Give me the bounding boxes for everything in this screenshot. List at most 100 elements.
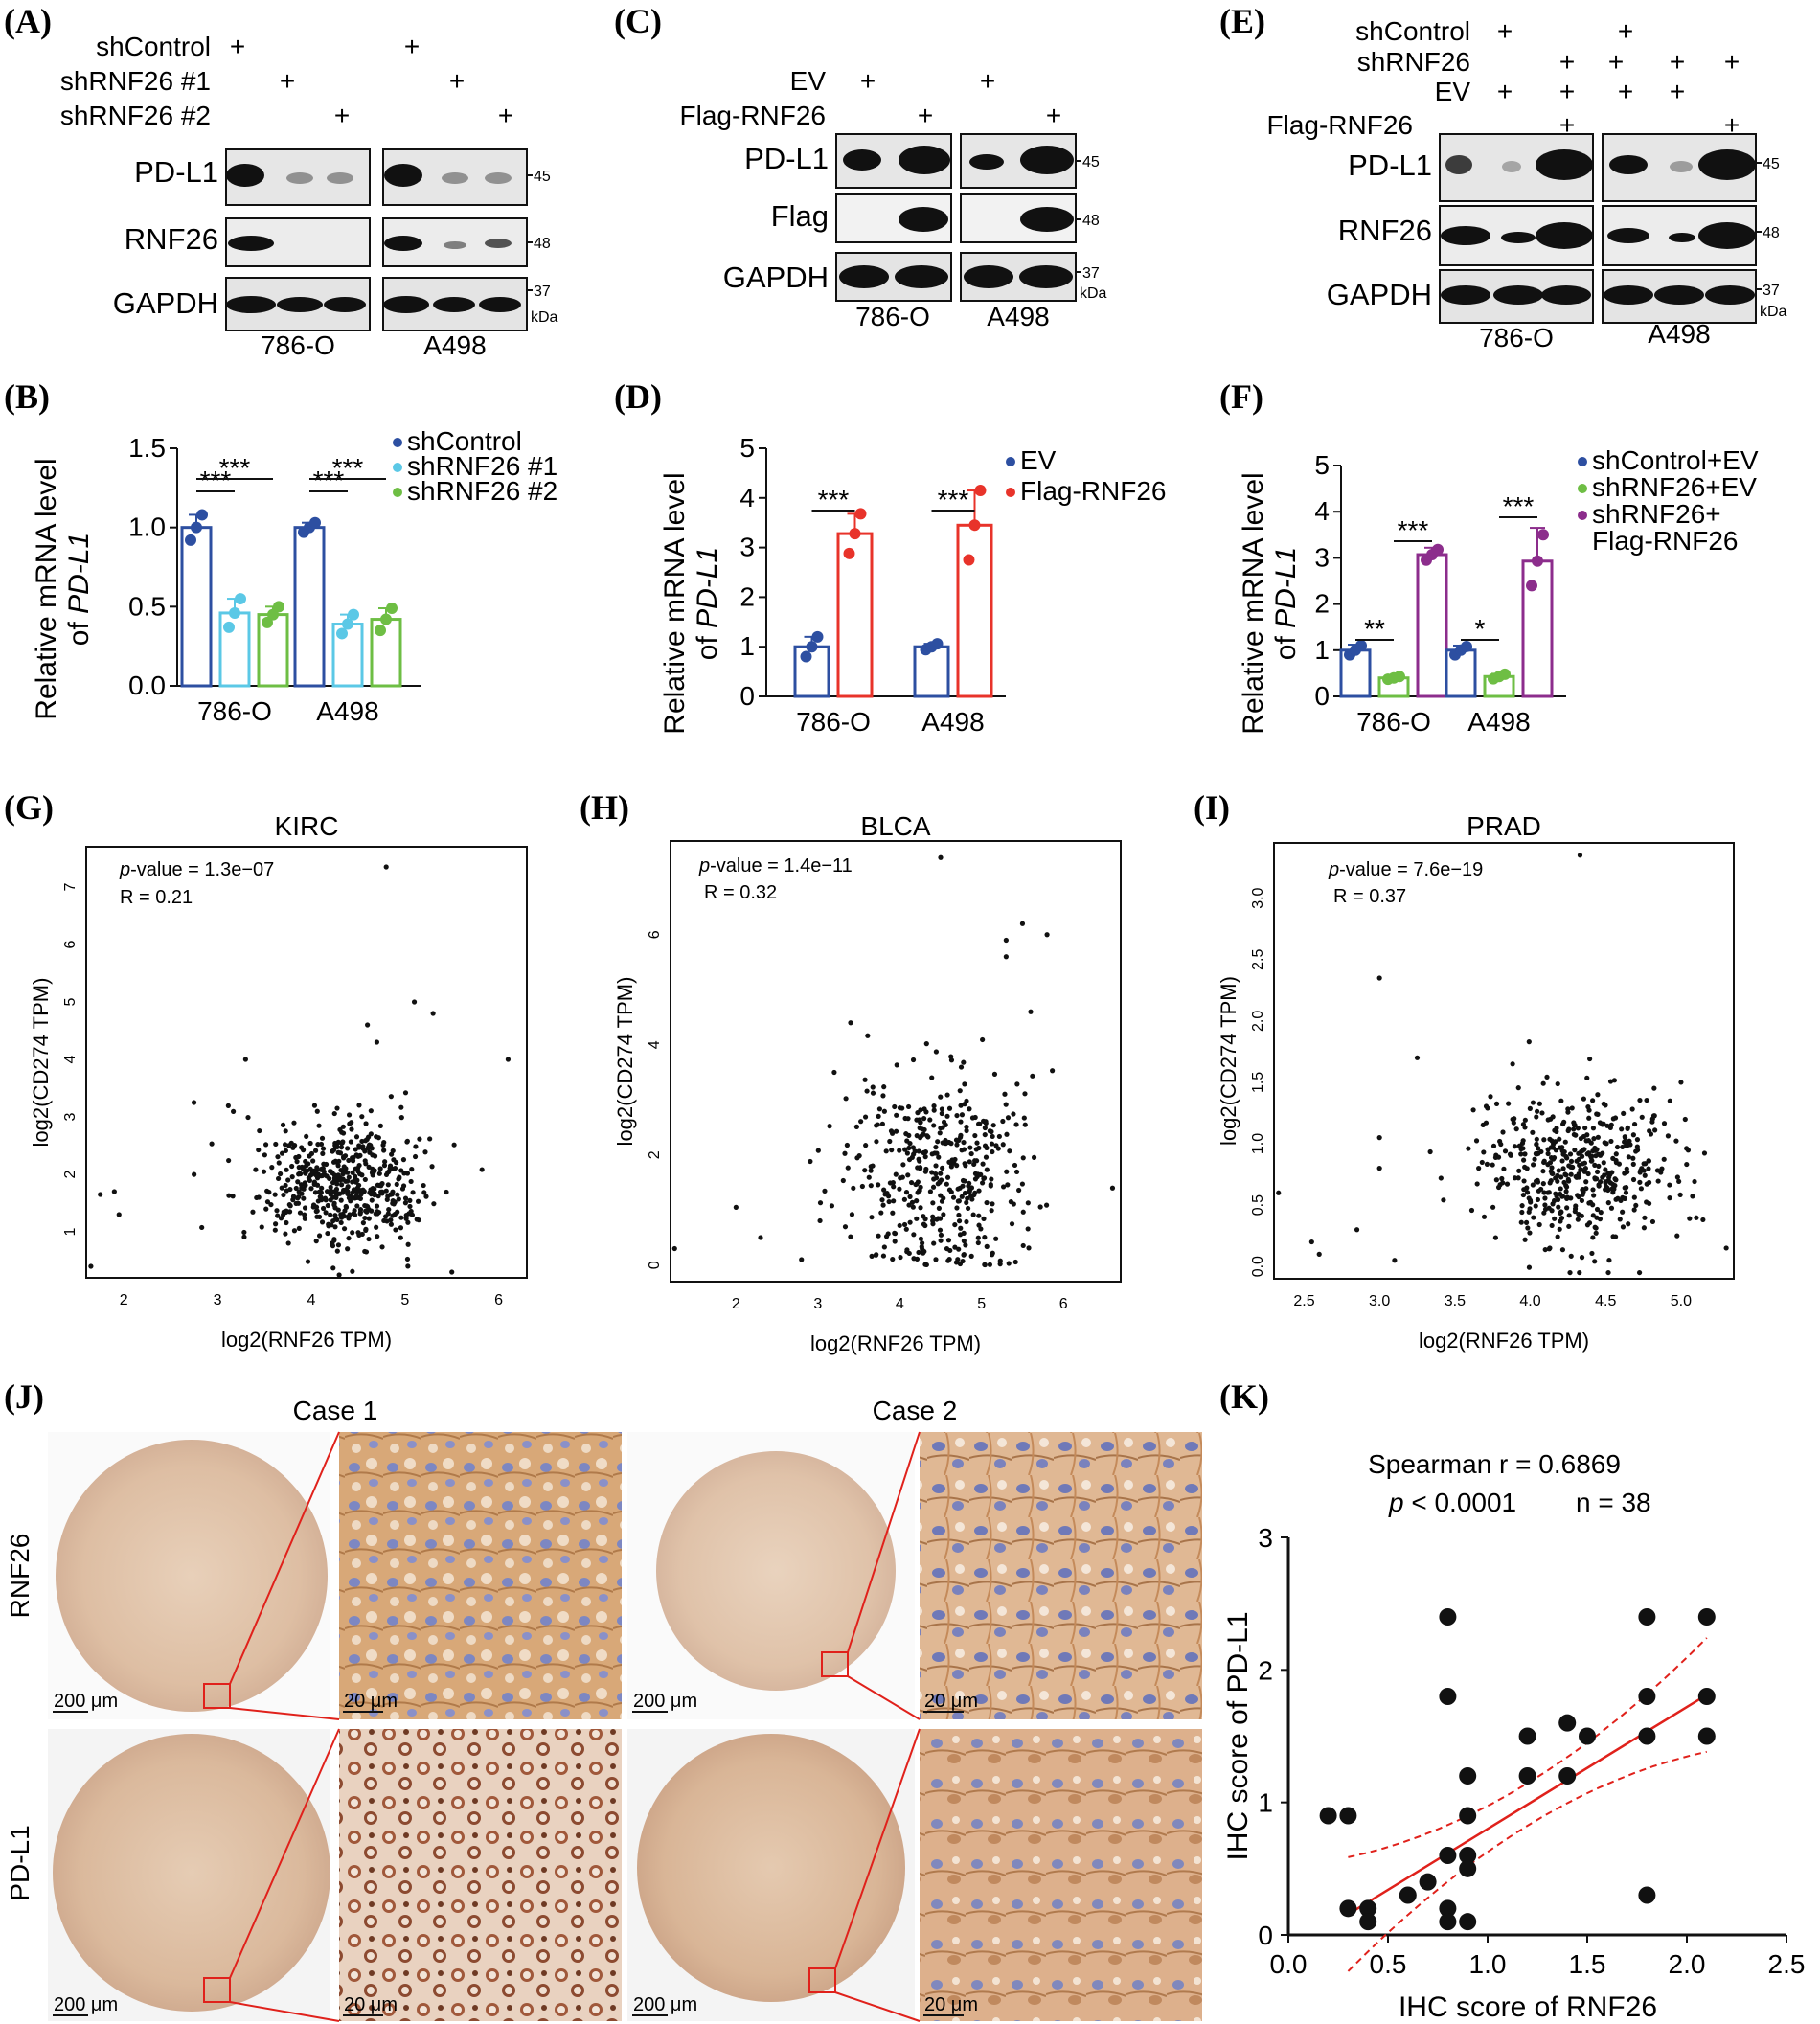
data-point (827, 1124, 832, 1129)
data-point (404, 1138, 410, 1144)
data-point (964, 1199, 969, 1206)
data-point (408, 1178, 414, 1185)
data-point (1316, 1251, 1322, 1257)
data-point (333, 1194, 339, 1201)
data-point (356, 1103, 362, 1108)
data-point (937, 1130, 943, 1136)
data-point (273, 1221, 279, 1227)
data-point (1605, 1200, 1611, 1206)
svg-text:+: + (1618, 77, 1633, 106)
data-point (309, 1169, 315, 1175)
data-point (321, 1169, 327, 1174)
data-point (417, 1136, 422, 1142)
case-label: Case 1 (293, 1396, 378, 1425)
cell-line-label: 786-O (855, 302, 930, 331)
data-point (874, 1139, 879, 1145)
data-point (312, 1190, 319, 1195)
data-point (938, 1238, 944, 1243)
data-point (400, 1157, 407, 1163)
data-point (407, 1203, 413, 1210)
data-point (1567, 1151, 1574, 1157)
data-point (1000, 1184, 1007, 1190)
panel-g: (G) KIRC 2 3 4 5 6 1 2 3 4 5 6 7 log2(RNF26 TPM) log2(… (4, 788, 528, 1352)
data-point (1031, 1154, 1037, 1160)
panel-i: (I) PRAD 2.5 3.0 3.5 4.0 4.5 5.0 0.0 0.5 1.0 1.5 2.… (1194, 788, 1735, 1353)
data-point (307, 1177, 312, 1184)
data-point (975, 1121, 982, 1126)
data-point (976, 1213, 982, 1218)
data-point (1002, 1091, 1008, 1097)
data-point (1634, 1137, 1641, 1143)
legend-marker (1578, 511, 1587, 520)
data-point (289, 1174, 295, 1180)
data-point (883, 1148, 889, 1154)
data-point (980, 1036, 986, 1043)
condition-label: EV (790, 66, 827, 96)
data-point (287, 1186, 293, 1193)
blot-label: GAPDH (113, 286, 218, 320)
blot-label: PD-L1 (1348, 148, 1432, 182)
data-point (1530, 1162, 1536, 1168)
x-tick-label: 4.5 (1595, 1293, 1616, 1309)
data-point (365, 1134, 372, 1140)
data-point (357, 1211, 363, 1217)
data-point (381, 1148, 387, 1153)
scatter-chart-h: BLCA 2 3 4 5 6 0 2 4 6 log2(RNF26 TPM) log2(CD274 T… (613, 811, 1122, 1355)
scale-bar-label: 20 μm (344, 1691, 398, 1712)
y-tick-label: 1.5 (1250, 1072, 1266, 1093)
panel-label: (D) (614, 377, 662, 416)
significance-label: *** (1503, 491, 1535, 521)
data-point (369, 1189, 375, 1194)
data-point (192, 1171, 197, 1177)
data-point (346, 1157, 352, 1164)
data-point (890, 1256, 896, 1262)
data-point (1652, 1127, 1658, 1133)
data-point (307, 1153, 312, 1159)
data-point (991, 1071, 998, 1077)
data-point (1659, 1166, 1665, 1171)
data-point (927, 1189, 933, 1194)
data-point (948, 1189, 954, 1195)
data-point (963, 1242, 968, 1248)
data-point (1466, 1146, 1471, 1151)
legend-label: Flag-RNF26 (1592, 526, 1738, 556)
data-point (297, 1210, 304, 1216)
data-point (393, 1227, 398, 1233)
data-point (848, 1020, 853, 1026)
data-point (1584, 1222, 1591, 1228)
data-point (1572, 1148, 1578, 1153)
y-tick-label: 1 (62, 1227, 79, 1236)
data-point (341, 1214, 348, 1219)
data-point (116, 1212, 122, 1217)
data-point (330, 1265, 336, 1271)
data-point (1012, 1162, 1018, 1169)
data-point (1459, 1859, 1477, 1877)
data-point (354, 1203, 360, 1209)
data-point (1626, 1154, 1631, 1160)
data-point (880, 1093, 886, 1099)
data-point (842, 1150, 848, 1156)
data-point (1481, 1214, 1488, 1219)
data-point (1604, 1141, 1609, 1147)
data-point (395, 1192, 400, 1197)
mw-markers (1756, 162, 1762, 290)
data-point (1513, 1126, 1519, 1132)
data-point (923, 1041, 929, 1047)
bar-chart-f: 0 1 2 3 4 5 786-O A498 shControl+EVshRNF26+EVshR… (1314, 445, 1758, 737)
data-point (954, 1112, 960, 1119)
bar (913, 645, 950, 698)
data-point (226, 1157, 232, 1164)
data-point (1009, 1221, 1015, 1227)
x-axis-label: log2(RNF26 TPM) (810, 1331, 981, 1355)
data-point (293, 1200, 299, 1207)
data-point (862, 1114, 869, 1120)
data-point (874, 1123, 879, 1128)
data-point (1600, 1150, 1605, 1156)
data-point (330, 1218, 336, 1224)
blot-bands (1441, 149, 1756, 305)
data-point (423, 1194, 429, 1199)
data-point (377, 1166, 383, 1171)
data-point (800, 650, 812, 663)
mw-marker-label: 37 (534, 284, 551, 300)
data-point (369, 1208, 375, 1214)
